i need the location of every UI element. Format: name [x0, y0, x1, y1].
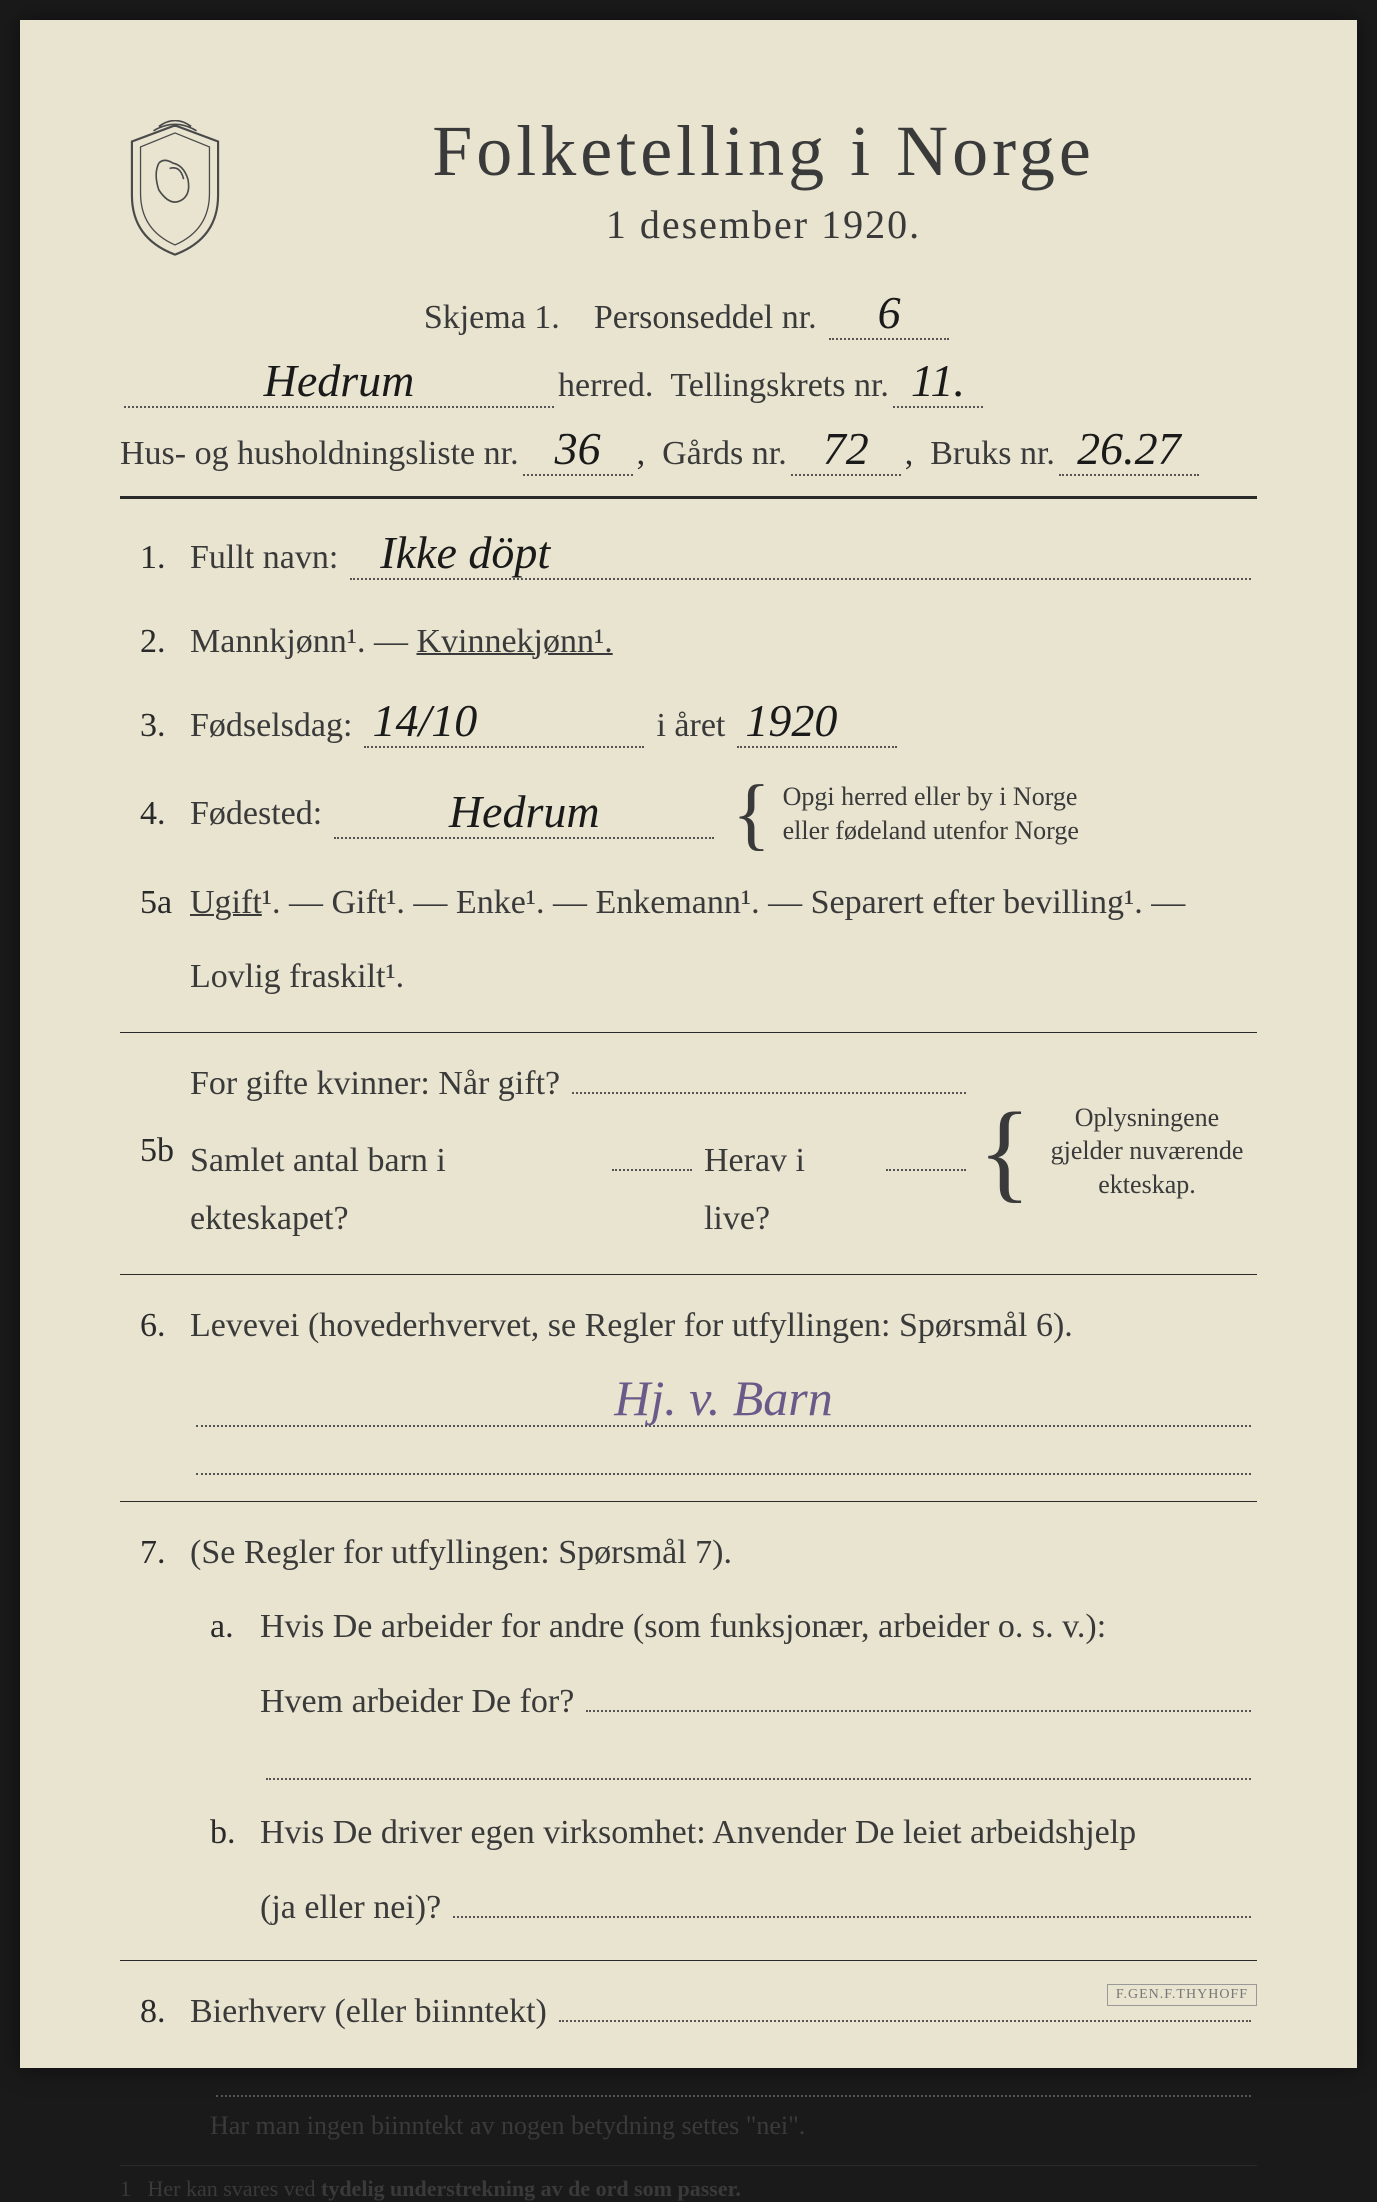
q7b-text2: (ja eller nei)? [260, 1877, 441, 1938]
question-5a: 5a Ugift¹. — Gift¹. — Enke¹. — Enkemann¹… [120, 874, 1257, 1006]
q6-label: Levevei (hovederhvervet, se Regler for u… [190, 1307, 1073, 1344]
footnote-pre: Her kan svares ved [148, 2176, 322, 2201]
personseddel-label: Personseddel nr. [594, 299, 817, 336]
question-4: 4. Fødested: Hedrum { Opgi herred eller … [120, 780, 1257, 848]
title-block: Folketelling i Norge 1 desember 1920. [270, 110, 1257, 248]
q7a-text1: Hvis De arbeider for andre (som funksjon… [260, 1596, 1257, 1657]
q4-label: Fødested: [190, 785, 322, 843]
q5b-num: 5b [120, 1122, 190, 1180]
footnote-num: 1 [120, 2176, 131, 2201]
q5a-opts-rest: ¹. — Gift¹. — Enke¹. — Enkemann¹. — Sepa… [262, 884, 1185, 921]
census-form-page: Folketelling i Norge 1 desember 1920. Sk… [20, 20, 1357, 2068]
q7a-letter: a. [210, 1596, 260, 1657]
coat-of-arms-icon [120, 120, 230, 260]
q5b-fill1 [572, 1064, 966, 1094]
husliste-nr: 36 [523, 426, 633, 476]
question-3: 3. Fødselsdag: 14/10 i året 1920 [120, 697, 1257, 755]
q2-dash: — [374, 623, 417, 660]
q5b-label3: Herav i live? [704, 1132, 874, 1248]
question-5b: 5b For gifte kvinner: Når gift? Samlet a… [120, 1055, 1257, 1248]
q5a-num: 5a [120, 874, 190, 932]
schema-line: Skjema 1. Personseddel nr. 6 [120, 290, 1257, 340]
q3-daymonth: 14/10 [364, 698, 644, 748]
q7b-text1: Hvis De driver egen virksomhet: Anvender… [260, 1802, 1257, 1863]
q7a-text2: Hvem arbeider De for? [260, 1671, 574, 1732]
q5b-fill2 [612, 1167, 692, 1171]
gards-line: Hus- og husholdningsliste nr. 36 , Gårds… [120, 426, 1257, 476]
personseddel-nr: 6 [829, 290, 949, 340]
herred-line: Hedrum herred. Tellingskrets nr. 11. [120, 358, 1257, 408]
divider [120, 1960, 1257, 1961]
main-title: Folketelling i Norge [270, 110, 1257, 193]
bruks-label: Bruks nr. [930, 435, 1055, 473]
tellingskrets-label: Tellingskrets nr. [670, 367, 889, 405]
divider [120, 1274, 1257, 1275]
question-7: 7. (Se Regler for utfyllingen: Spørsmål … [120, 1524, 1257, 1582]
gards-label: Gårds nr. [662, 435, 787, 473]
divider [120, 2165, 1257, 2166]
q6-fill2 [196, 1445, 1251, 1475]
q2-male: Mannkjønn¹. [190, 623, 365, 660]
q3-label: Fødselsdag: [190, 697, 352, 755]
q5a-opts2: Lovlig fraskilt¹. [190, 958, 404, 995]
q5b-note: Oplysningene gjelder nuværende ekteskap. [1037, 1101, 1257, 1202]
q8-num: 8. [120, 1983, 190, 2041]
q5b-label2: Samlet antal barn i ekteskapet? [190, 1132, 600, 1248]
q6-num: 6. [120, 1297, 190, 1355]
q7a-fill2 [266, 1750, 1251, 1780]
q7-num: 7. [120, 1524, 190, 1582]
header: Folketelling i Norge 1 desember 1920. [120, 110, 1257, 260]
question-1: 1. Fullt navn: Ikke döpt [120, 529, 1257, 587]
q7-label: (Se Regler for utfyllingen: Spørsmål 7). [190, 1534, 732, 1571]
q4-num: 4. [120, 785, 190, 843]
q7b-fill [453, 1888, 1251, 1918]
q3-num: 3. [120, 697, 190, 755]
q8-note: Har man ingen biinntekt av nogen betydni… [210, 2111, 1257, 2141]
divider [120, 1032, 1257, 1033]
question-2: 2. Mannkjønn¹. — Kvinnekjønn¹. [120, 613, 1257, 671]
q7a-fill [586, 1682, 1251, 1712]
q5a-ugift-underlined: Ugift [190, 884, 262, 921]
question-7a: a. Hvis De arbeider for andre (som funks… [120, 1596, 1257, 1780]
question-6: 6. Levevei (hovederhvervet, se Regler fo… [120, 1297, 1257, 1475]
schema-label: Skjema 1. [424, 299, 560, 336]
q4-value: Hedrum [334, 789, 714, 839]
herred-value: Hedrum [124, 358, 554, 408]
divider [120, 496, 1257, 499]
q3-yearlabel: i året [656, 697, 725, 755]
q3-year: 1920 [737, 698, 897, 748]
q5b-label1: For gifte kvinner: Når gift? [190, 1055, 560, 1113]
question-8: 8. Bierhverv (eller biinntekt) [120, 1983, 1257, 2041]
divider [120, 1501, 1257, 1502]
herred-label: herred. [558, 367, 653, 405]
footnote: 1 Her kan svares ved tydelig understrekn… [120, 2176, 1257, 2202]
q2-num: 2. [120, 613, 190, 671]
gards-nr: 72 [791, 426, 901, 476]
q1-label: Fullt navn: [190, 529, 338, 587]
q7b-letter: b. [210, 1802, 260, 1863]
question-7b: b. Hvis De driver egen virksomhet: Anven… [120, 1802, 1257, 1938]
q5b-fill3 [886, 1167, 966, 1171]
bruks-nr: 26.27 [1059, 426, 1199, 476]
brace-icon: { [978, 1124, 1031, 1179]
footnote-bold: tydelig understrekning av de ord som pas… [321, 2176, 741, 2201]
q4-note: Opgi herred eller by i Norge eller fødel… [783, 780, 1103, 848]
tellingskrets-nr: 11. [893, 358, 983, 408]
q6-value: Hj. v. Barn [196, 1373, 1251, 1427]
printer-stamp: F.GEN.F.THYHOFF [1107, 1984, 1257, 2006]
q2-female: Kvinnekjønn¹. [416, 623, 612, 660]
q1-value: Ikke döpt [350, 530, 1251, 580]
husliste-label: Hus- og husholdningsliste nr. [120, 435, 519, 473]
brace-icon: { [732, 794, 770, 834]
q8-label: Bierhverv (eller biinntekt) [190, 1983, 547, 2041]
subtitle-date: 1 desember 1920. [270, 201, 1257, 248]
q8-fill2 [216, 2067, 1251, 2097]
q1-num: 1. [120, 529, 190, 587]
